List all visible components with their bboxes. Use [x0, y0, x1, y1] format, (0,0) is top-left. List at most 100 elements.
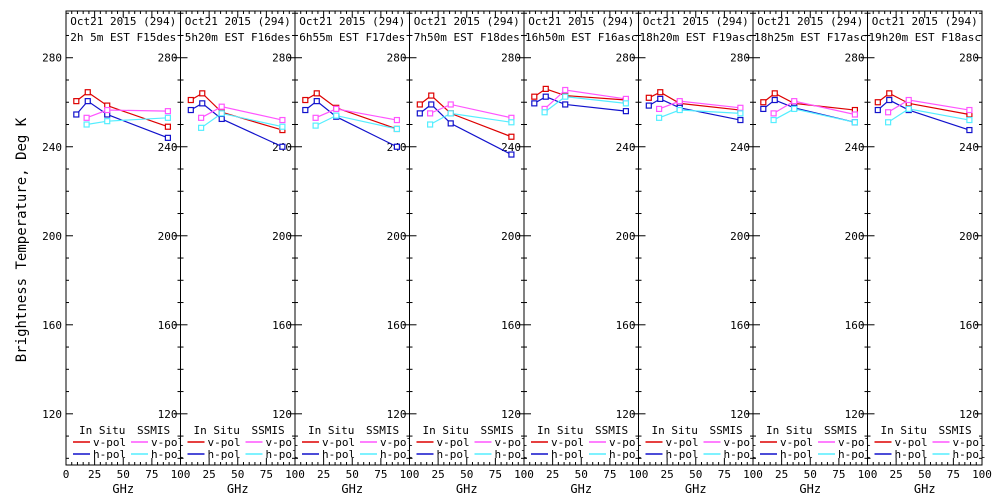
marker-in-situ-h-pol — [657, 95, 664, 103]
y-tick-label: 200 — [501, 230, 521, 243]
series-line-in-situ-v-pol — [190, 92, 283, 131]
x-tick-label: 50 — [689, 468, 702, 481]
marker-ssmis-v-pol — [198, 114, 205, 121]
legend-group-title: In Situ — [423, 424, 469, 437]
y-tick-label: 160 — [272, 319, 292, 332]
marker-in-situ-h-pol — [447, 120, 454, 127]
legend-entry-label: h-pol — [151, 448, 184, 461]
y-axis-title: Brightness Temperature, Deg K — [14, 117, 30, 363]
y-tick-label: 160 — [501, 319, 521, 332]
marker-ssmis-h-pol — [905, 105, 912, 113]
y-tick-label: 200 — [959, 230, 979, 243]
marker-ssmis-v-pol — [83, 114, 90, 121]
x-axis-title: GHz — [799, 482, 821, 496]
x-tick-label: 50 — [231, 468, 244, 481]
legend-entry-label: h-pol — [724, 448, 757, 461]
x-tick-label: 50 — [460, 468, 473, 481]
y-tick-label: 120 — [158, 408, 178, 421]
marker-ssmis-h-pol — [427, 121, 434, 128]
x-tick-label: 50 — [346, 468, 359, 481]
marker-ssmis-v-pol — [279, 116, 286, 124]
marker-ssmis-v-pol — [333, 105, 340, 113]
panel-title-pass: 19h20m EST F18asc — [868, 31, 981, 44]
x-tick-label: 100 — [629, 468, 649, 481]
legend-entry-label: v-pol — [322, 436, 355, 449]
legend-entry-label: v-pol — [780, 436, 813, 449]
marker-in-situ-h-pol — [874, 106, 881, 114]
legend-entry-label: h-pol — [266, 448, 299, 461]
marker-in-situ-v-pol — [760, 99, 767, 106]
legend-entry-label: h-pol — [93, 448, 126, 461]
series-line-in-situ-h-pol — [75, 100, 169, 139]
legend-entry-label: v-pol — [266, 436, 299, 449]
x-tick-label: 75 — [489, 468, 502, 481]
legend-entry-label: h-pol — [780, 448, 813, 461]
x-tick-label: 100 — [972, 468, 992, 481]
y-tick-label: 200 — [42, 230, 62, 243]
y-tick-label: 120 — [616, 408, 636, 421]
series-line-ssmis-h-pol — [200, 112, 283, 129]
y-tick-label: 200 — [730, 230, 750, 243]
marker-in-situ-h-pol — [771, 96, 778, 104]
series-line-ssmis-h-pol — [86, 117, 168, 126]
legend-entry-label: v-pol — [208, 436, 241, 449]
marker-in-situ-v-pol — [73, 98, 80, 105]
series-line-in-situ-v-pol — [877, 92, 970, 116]
y-tick-label: 160 — [616, 319, 636, 332]
panel-7: Oct21 2015 (294) 18h25m EST F17asc 120 160 2… — [752, 10, 877, 496]
legend-entry-label: h-pol — [380, 448, 413, 461]
y-tick-label: 200 — [845, 230, 865, 243]
marker-in-situ-h-pol — [508, 151, 515, 158]
marker-ssmis-h-pol — [164, 114, 172, 121]
legend-group-title: In Situ — [766, 424, 812, 437]
marker-in-situ-h-pol — [531, 100, 538, 107]
marker-ssmis-h-pol — [737, 110, 744, 117]
series-line-in-situ-h-pol — [419, 103, 512, 156]
marker-ssmis-v-pol — [885, 109, 892, 116]
series-line-in-situ-v-pol — [648, 91, 741, 111]
marker-in-situ-h-pol — [187, 106, 194, 114]
marker-in-situ-h-pol — [760, 105, 767, 113]
x-tick-label: 100 — [171, 468, 191, 481]
marker-ssmis-v-pol — [656, 105, 663, 113]
legend-entry-label: v-pol — [437, 436, 470, 449]
marker-in-situ-h-pol — [886, 96, 893, 104]
y-tick-label: 240 — [959, 141, 979, 154]
marker-ssmis-v-pol — [966, 106, 973, 114]
legend-group-title: SSMIS — [939, 424, 972, 437]
legend-group-title: SSMIS — [710, 424, 743, 437]
series-line-ssmis-h-pol — [658, 109, 741, 119]
marker-in-situ-h-pol — [645, 102, 652, 109]
legend-entry-label: v-pol — [953, 436, 986, 449]
y-tick-label: 240 — [158, 141, 178, 154]
marker-in-situ-h-pol — [199, 100, 206, 107]
x-tick-label: 100 — [285, 468, 305, 481]
x-tick-label: 25 — [661, 468, 674, 481]
y-tick-label: 160 — [959, 319, 979, 332]
series-line-ssmis-h-pol — [773, 108, 856, 123]
y-tick-label: 240 — [501, 141, 521, 154]
y-tick-label: 160 — [387, 319, 407, 332]
y-tick-label: 280 — [387, 52, 407, 65]
x-tick-label: 75 — [947, 468, 960, 481]
legend-group-title: In Situ — [79, 424, 125, 437]
marker-ssmis-v-pol — [791, 98, 798, 105]
legend-entry-label: h-pol — [208, 448, 241, 461]
panel-title-pass: 6h55m EST F17des — [299, 31, 405, 44]
marker-in-situ-h-pol — [622, 108, 630, 115]
legend-entry-label: h-pol — [953, 448, 986, 461]
y-tick-label: 160 — [158, 319, 178, 332]
legend-group-title: SSMIS — [137, 424, 170, 437]
legend-group-title: SSMIS — [366, 424, 399, 437]
series-line-in-situ-v-pol — [533, 88, 626, 101]
legend-entry-label: v-pol — [724, 436, 757, 449]
y-tick-label: 160 — [845, 319, 865, 332]
x-tick-label: 0 — [63, 468, 70, 481]
series-line-ssmis-v-pol — [86, 109, 168, 119]
legend-entry-label: h-pol — [666, 448, 699, 461]
marker-ssmis-h-pol — [851, 119, 859, 126]
panel-3: Oct21 2015 (294) 6h55m EST F17des 120 160 20… — [294, 10, 419, 496]
marker-ssmis-h-pol — [676, 106, 683, 114]
y-tick-label: 280 — [616, 52, 636, 65]
x-tick-label: 25 — [546, 468, 559, 481]
